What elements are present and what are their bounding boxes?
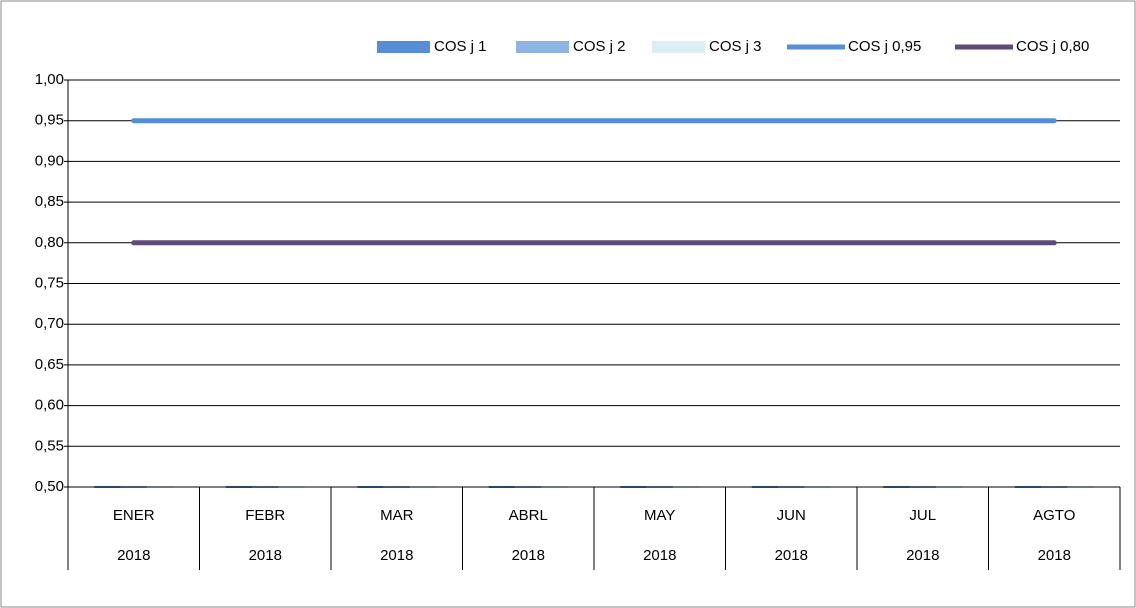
legend-swatch — [377, 41, 430, 53]
y-tick-label: 0,50 — [35, 478, 64, 495]
y-tick-label: 0,85 — [35, 193, 64, 210]
x-group-label: 2018 — [643, 547, 676, 564]
x-group-label: 2018 — [249, 547, 282, 564]
y-tick-label: 0,65 — [35, 356, 64, 373]
y-tick-label: 0,60 — [35, 397, 64, 414]
y-tick-label: 0,75 — [35, 274, 64, 291]
x-tick-label: ABRL — [509, 507, 548, 524]
x-group-label: 2018 — [512, 547, 545, 564]
legend-swatch — [652, 41, 705, 53]
y-tick-label: 0,70 — [35, 315, 64, 332]
x-tick-label: MAY — [644, 507, 675, 524]
legend-label: COS j 0,80 — [1016, 38, 1089, 55]
y-tick-label: 0,95 — [35, 112, 64, 129]
x-group-label: 2018 — [775, 547, 808, 564]
legend-label: COS j 0,95 — [848, 38, 921, 55]
x-tick-label: AGTO — [1033, 507, 1075, 524]
y-tick-label: 0,55 — [35, 437, 64, 454]
y-tick-label: 0,80 — [35, 234, 64, 251]
y-tick-label: 0,90 — [35, 152, 64, 169]
y-tick-label: 1,00 — [35, 71, 64, 88]
x-tick-label: JUL — [909, 507, 936, 524]
legend-swatch — [516, 41, 569, 53]
legend-label: COS j 1 — [434, 38, 487, 55]
x-group-label: 2018 — [117, 547, 150, 564]
x-tick-label: MAR — [380, 507, 414, 524]
x-tick-label: JUN — [777, 507, 806, 524]
legend-label: COS j 3 — [709, 38, 762, 55]
x-group-label: 2018 — [380, 547, 413, 564]
x-tick-label: ENER — [113, 507, 155, 524]
legend-label: COS j 2 — [573, 38, 626, 55]
x-group-label: 2018 — [1038, 547, 1071, 564]
x-tick-label: FEBR — [245, 507, 285, 524]
x-group-label: 2018 — [906, 547, 939, 564]
